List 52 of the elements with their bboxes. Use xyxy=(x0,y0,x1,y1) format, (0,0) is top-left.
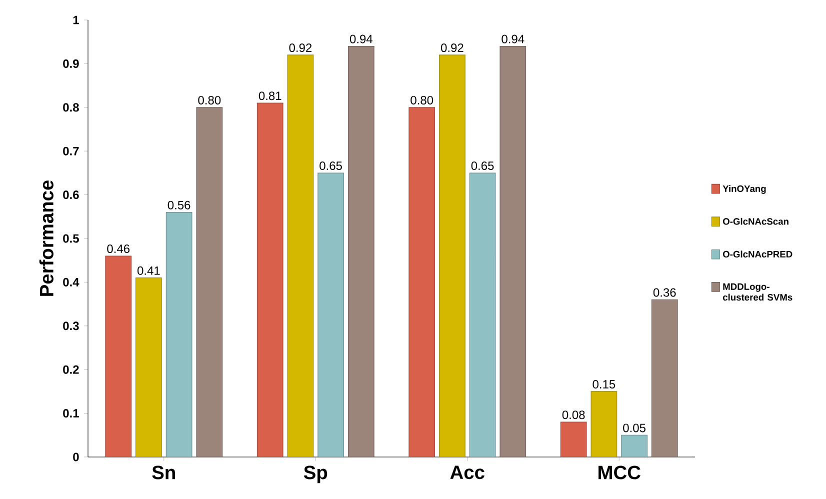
x-tick-label: Sn xyxy=(152,466,175,480)
y-tick-label: 0.5 xyxy=(63,234,79,243)
bar xyxy=(560,422,587,457)
y-tick-label: 0.1 xyxy=(63,409,79,418)
data-label: 0.81 xyxy=(258,92,282,100)
bar xyxy=(348,46,374,457)
data-label: 0.94 xyxy=(350,34,372,44)
bar xyxy=(500,46,526,457)
y-tick-label: 0.6 xyxy=(63,190,79,200)
data-label: 0.36 xyxy=(653,288,676,297)
data-label: 0.94 xyxy=(502,34,524,44)
data-label: 0.65 xyxy=(471,162,494,170)
bar xyxy=(318,172,344,457)
bar xyxy=(590,391,618,457)
y-tick-label: 1 xyxy=(73,16,79,24)
data-label: 0.80 xyxy=(198,96,221,104)
bar xyxy=(439,54,466,457)
x-tick-label: MCC xyxy=(598,466,640,480)
y-tick-label: 0 xyxy=(73,452,79,462)
data-label: 0.46 xyxy=(107,244,130,254)
bar xyxy=(196,107,223,457)
legend-label: MDDLogo-clustered SVMs xyxy=(722,283,792,301)
y-tick-label: 0.2 xyxy=(63,365,79,374)
data-label: 0.05 xyxy=(623,424,646,432)
legend-label: O-GlcNAcPRED xyxy=(722,250,792,258)
bar xyxy=(469,172,496,457)
data-label: 0.92 xyxy=(289,44,312,52)
data-label: 0.65 xyxy=(320,162,342,170)
y-tick-label: 0.8 xyxy=(63,103,79,112)
y-tick-label: 0.4 xyxy=(63,278,80,286)
y-tick-label: 0.9 xyxy=(63,59,79,68)
y-tick-label: 0.7 xyxy=(63,146,79,156)
data-label: 0.15 xyxy=(592,380,616,389)
bar xyxy=(651,299,678,457)
data-label: 0.56 xyxy=(168,200,190,210)
bar xyxy=(105,256,132,457)
data-label: 0.41 xyxy=(137,266,160,275)
x-tick-label: Sp xyxy=(304,466,328,484)
x-tick-label: Acc xyxy=(450,466,484,480)
data-label: 0.08 xyxy=(562,410,585,420)
bar xyxy=(256,102,284,457)
legend-label: YinOYang xyxy=(722,185,766,194)
bar xyxy=(408,107,436,457)
bar xyxy=(621,434,648,457)
y-axis-title: Performance xyxy=(39,180,54,296)
bar xyxy=(166,212,192,457)
bar xyxy=(136,278,162,457)
y-tick-label: 0.3 xyxy=(63,322,79,330)
legend-label: O-GlcNAcScan xyxy=(722,218,788,225)
data-label: 0.80 xyxy=(410,96,434,104)
bar xyxy=(287,54,314,457)
data-label: 0.92 xyxy=(440,44,464,52)
